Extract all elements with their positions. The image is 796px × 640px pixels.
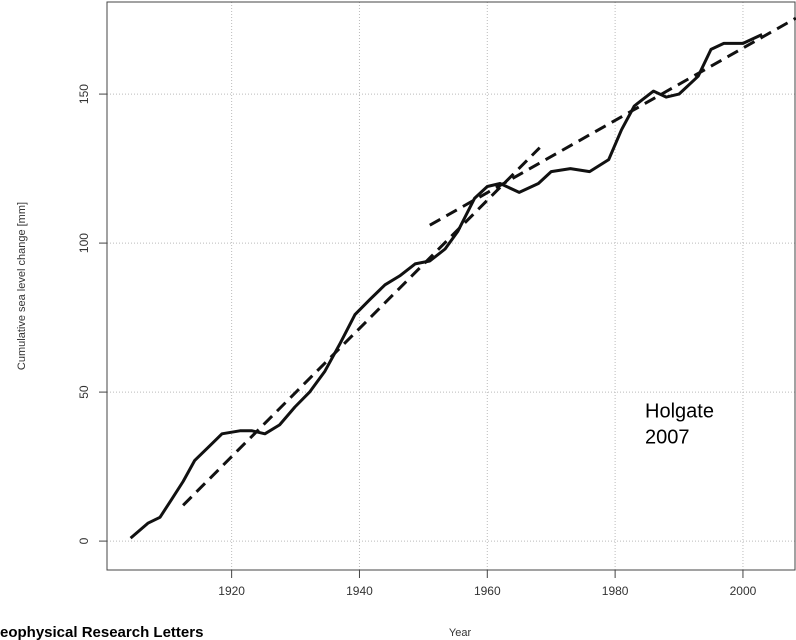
y-tick-label: 100: [77, 233, 91, 253]
plot-frame: [106, 1, 796, 571]
x-axis-label: Year: [449, 627, 472, 639]
annotation: 2007: [645, 426, 690, 448]
y-tick-label: 50: [77, 385, 91, 399]
data-line: [129, 33, 763, 540]
x-tick-label: 1960: [474, 584, 501, 598]
footer: eophysical Research Letters: [0, 624, 203, 640]
x-tick-label: 2000: [730, 584, 757, 598]
annotation: Holgate: [645, 400, 714, 422]
y-tick-label: 0: [77, 537, 91, 544]
trend-line: [429, 16, 796, 227]
x-tick-label: 1920: [218, 584, 245, 598]
trend-line: [182, 146, 541, 507]
x-tick-label: 1940: [346, 584, 373, 598]
x-tick-label: 1980: [602, 584, 629, 598]
y-axis-label: Cumulative sea level change [mm]: [16, 202, 28, 370]
y-tick-label: 150: [77, 84, 91, 104]
